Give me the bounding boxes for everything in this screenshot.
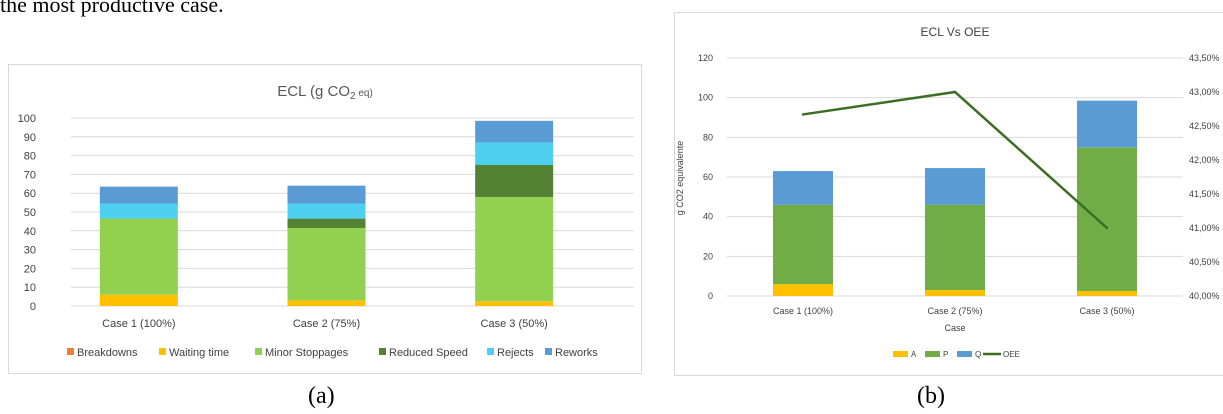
x-tick-label: Case 3 (50%) — [1079, 306, 1134, 316]
x-tick-label: Case 3 (50%) — [481, 318, 548, 330]
y-tick-label: 40 — [24, 226, 36, 238]
bar-segment-Q — [1077, 100, 1137, 148]
bar-segment-P — [1077, 147, 1137, 292]
y2-tick-label: 42,00% — [1189, 155, 1220, 165]
bar-segment-Q — [773, 171, 833, 205]
oee-point — [953, 90, 957, 94]
ecl-vs-oee-chart-panel: ECL Vs OEE 0 20 40 60 80 100 120 40,00% 40,50% 41,… — [674, 12, 1223, 376]
y-tick-label: 60 — [24, 188, 36, 200]
x-tick-label: Case 2 (75%) — [927, 306, 982, 316]
x-tick-label: Case 2 (75%) — [293, 318, 360, 330]
bar-segment-P — [925, 204, 985, 291]
y2-tick-label: 43,50% — [1189, 53, 1220, 63]
legend-label: Q — [975, 350, 981, 359]
legend-label: Waiting time — [169, 347, 229, 359]
y-tick-label: 100 — [698, 93, 713, 103]
y-tick-label: 80 — [24, 151, 36, 163]
bar-segment-minor-stoppages — [287, 227, 366, 301]
caption-a: (a) — [308, 383, 335, 409]
y-tick-label: 0 — [30, 301, 36, 313]
legend-label: A — [911, 350, 917, 359]
x-tick-label: Case 1 (100%) — [773, 306, 833, 316]
bar-segment-waiting-time — [99, 294, 178, 306]
oee-point — [801, 113, 805, 116]
bar-segment-A — [925, 290, 985, 296]
y2-tick-label: 41,00% — [1189, 223, 1220, 233]
bar-segment-reduced-speed — [287, 218, 366, 228]
bar-segment-reworks — [99, 186, 178, 204]
y-tick-label: 20 — [24, 263, 36, 275]
oee-point — [1105, 226, 1109, 230]
chart-title: ECL Vs OEE — [921, 25, 990, 39]
caption-b: (b) — [917, 383, 945, 409]
y2-tick-label: 40,00% — [1189, 291, 1220, 301]
document-text: the most productive case. — [0, 0, 224, 17]
y2-tick-label: 43,00% — [1189, 87, 1220, 97]
bar-segment-waiting-time — [287, 300, 366, 306]
legend-label: Rejects — [497, 347, 534, 359]
legend-swatch-Q — [957, 351, 972, 357]
legend-swatch-rejects — [487, 348, 494, 355]
bar-segment-A — [1077, 291, 1137, 296]
y2-tick-label: 40,50% — [1189, 257, 1220, 267]
bar-segment-reworks — [287, 185, 366, 204]
ecl-chart: ECL (g CO2 eq) 0 10 20 30 40 50 60 70 80 90 100 Case… — [18, 83, 634, 359]
bar-segment-rejects — [475, 142, 554, 165]
ecl-chart-panel: ECL (g CO2 eq) 0 10 20 30 40 50 60 70 80 90 100 Case… — [8, 64, 642, 374]
bar-segment-A — [773, 284, 833, 296]
y-tick-label: 0 — [708, 291, 713, 301]
bar-segment-reworks — [475, 120, 554, 143]
bar-segment-minor-stoppages — [99, 218, 178, 295]
legend-label: Minor Stoppages — [265, 347, 349, 359]
y-tick-label: 70 — [24, 169, 36, 181]
legend-swatch-breakdowns — [67, 348, 74, 355]
y-tick-label: 100 — [18, 113, 36, 125]
legend-label: Reduced Speed — [389, 347, 468, 359]
bar-segment-reduced-speed — [475, 165, 554, 197]
legend-label: Reworks — [555, 347, 598, 359]
x-axis-label: Case — [944, 323, 965, 333]
chart-title: ECL (g CO2 eq) — [277, 83, 373, 102]
legend-swatch-A — [893, 351, 908, 357]
y2-tick-label: 42,50% — [1189, 121, 1220, 131]
legend-label: Breakdowns — [77, 347, 138, 359]
legend-label: OEE — [1003, 350, 1020, 359]
y2-tick-label: 41,50% — [1189, 189, 1220, 199]
y-tick-label: 60 — [703, 172, 713, 182]
legend-swatch-P — [925, 351, 940, 357]
y-tick-label: 20 — [703, 251, 713, 261]
bar-segment-Q — [925, 168, 985, 205]
y-tick-label: 80 — [703, 132, 713, 142]
bar-segment-rejects — [287, 203, 366, 219]
legend-swatch-reduced-speed — [379, 348, 386, 355]
legend-swatch-reworks — [545, 348, 552, 355]
legend-label: P — [943, 350, 948, 359]
y-tick-label: 50 — [24, 207, 36, 219]
bar-segment-waiting-time — [475, 301, 554, 306]
y-tick-label: 90 — [24, 132, 36, 144]
ecl-vs-oee-chart: ECL Vs OEE 0 20 40 60 80 100 120 40,00% 40,50% 41,… — [675, 25, 1220, 359]
bar-segment-minor-stoppages — [475, 196, 554, 302]
y-tick-label: 40 — [703, 212, 713, 222]
x-tick-label: Case 1 (100%) — [102, 318, 175, 330]
y-tick-label: 120 — [698, 53, 713, 63]
y-tick-label: 30 — [24, 245, 36, 257]
bar-segment-P — [773, 204, 833, 285]
legend-swatch-minor-stoppages — [255, 348, 262, 355]
legend-swatch-waiting-time — [159, 348, 166, 355]
y-axis-label: g CO2 equivalente — [675, 141, 685, 216]
bar-segment-rejects — [99, 203, 178, 219]
y-tick-label: 10 — [24, 282, 36, 294]
